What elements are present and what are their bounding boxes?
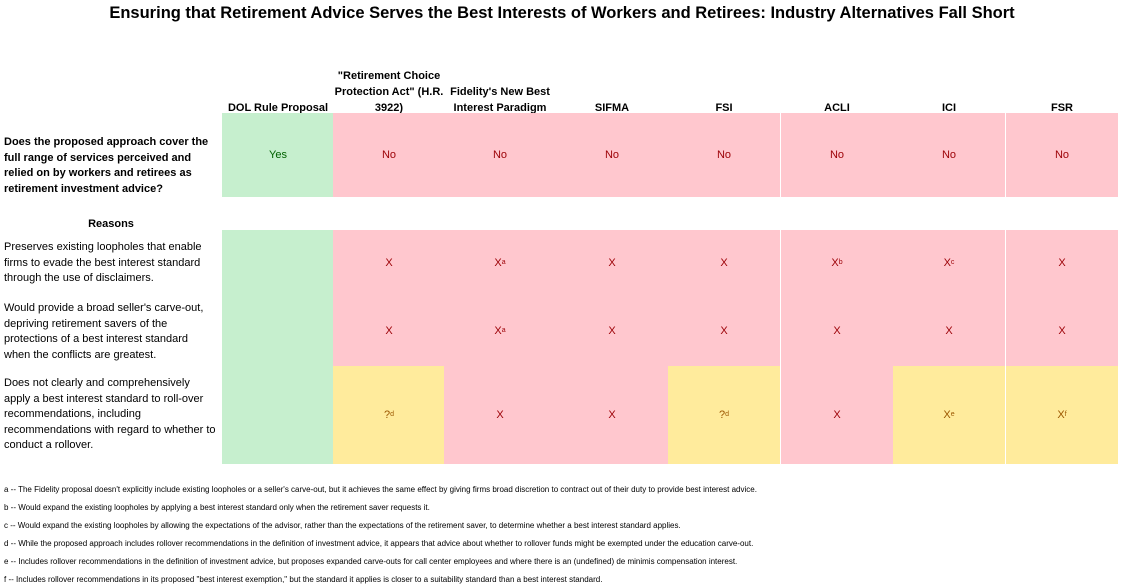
column-header: DOL Rule Proposal <box>227 102 329 114</box>
cell-value: ? <box>383 409 391 421</box>
column-header: ICI <box>941 102 957 114</box>
answer-cell: No <box>781 113 893 197</box>
reason-cell: X <box>556 296 668 366</box>
footnote: b -- Would expand the existing loopholes… <box>4 503 430 512</box>
cell-value: X <box>385 257 393 269</box>
cell-value: X <box>1058 325 1066 337</box>
cell-value: No <box>381 149 397 161</box>
answer-cell: No <box>444 113 556 197</box>
cell-value: X <box>833 409 841 421</box>
cell-value: X <box>833 325 841 337</box>
reason-cell: ? d <box>333 366 445 464</box>
column-header: Fidelity's New Best Interest Paradigm <box>450 86 550 114</box>
footnote: d -- While the proposed approach include… <box>4 539 754 548</box>
answer-cell: Yes <box>222 113 334 197</box>
column-header: ACLI <box>824 102 850 114</box>
cell-value: X <box>385 325 393 337</box>
reason-label-2: Would provide a broad seller's carve-out… <box>4 302 204 361</box>
cell-value: X <box>831 257 839 269</box>
reason-cell: X <box>668 296 780 366</box>
reason-cell: X <box>781 366 893 464</box>
cell-value: X <box>943 409 951 421</box>
cell-value: X <box>496 409 504 421</box>
reason-cell: X <box>1006 230 1118 296</box>
column-header: FSI <box>715 102 733 114</box>
cell-value: X <box>1058 257 1066 269</box>
question-label: Does the proposed approach cover the ful… <box>4 136 209 195</box>
cell-value: X <box>608 257 616 269</box>
reason-cell <box>222 230 334 296</box>
cell-value: No <box>716 149 732 161</box>
cell-value: ? <box>718 409 726 421</box>
reason-cell <box>222 296 334 366</box>
reason-cell: X <box>1006 296 1118 366</box>
cell-value: No <box>941 149 957 161</box>
cell-value: X <box>720 257 728 269</box>
cell-value: No <box>604 149 620 161</box>
footnote: f -- Includes rollover recommendations i… <box>4 575 603 584</box>
column-header: FSR <box>1051 102 1073 114</box>
answer-cell: No <box>668 113 780 197</box>
cell-value: X <box>1057 409 1065 421</box>
reason-cell: X <box>444 366 556 464</box>
cell-value: No <box>829 149 845 161</box>
cell-value: X <box>608 409 616 421</box>
reason-cell: ? d <box>668 366 780 464</box>
column-header: SIFMA <box>594 102 630 114</box>
cell-value: No <box>492 149 508 161</box>
answer-cell: No <box>556 113 668 197</box>
column-header: "Retirement Choice Protection Act" (H.R.… <box>334 70 444 114</box>
reason-cell: X <box>781 296 893 366</box>
footnote: a -- The Fidelity proposal doesn't expli… <box>4 485 757 494</box>
reasons-heading: Reasons <box>88 218 134 230</box>
reason-label-1: Preserves existing loopholes that enable… <box>4 241 202 285</box>
cell-value: X <box>945 325 953 337</box>
cell-value: X <box>494 257 502 269</box>
page-title: Ensuring that Retirement Advice Serves t… <box>109 4 1015 22</box>
cell-value: X <box>494 325 502 337</box>
cell-value: Yes <box>269 149 287 161</box>
footnote: e -- Includes rollover recommendations i… <box>4 557 738 566</box>
answer-cell: No <box>893 113 1005 197</box>
reason-cell: X <box>893 296 1005 366</box>
reason-cell <box>222 366 334 464</box>
answer-cell: No <box>333 113 445 197</box>
cell-value: No <box>1054 149 1070 161</box>
reason-cell: X <box>556 366 668 464</box>
reason-cell: X <box>333 296 445 366</box>
reason-cell: X <box>668 230 780 296</box>
reason-cell: X <box>556 230 668 296</box>
cell-value: X <box>608 325 616 337</box>
answer-cell: No <box>1006 113 1118 197</box>
cell-value: X <box>943 257 951 269</box>
footnote: c -- Would expand the existing loopholes… <box>4 521 681 530</box>
cell-value: X <box>720 325 728 337</box>
reason-label-3: Does not clearly and comprehensively app… <box>4 377 216 452</box>
reason-cell: X <box>333 230 445 296</box>
